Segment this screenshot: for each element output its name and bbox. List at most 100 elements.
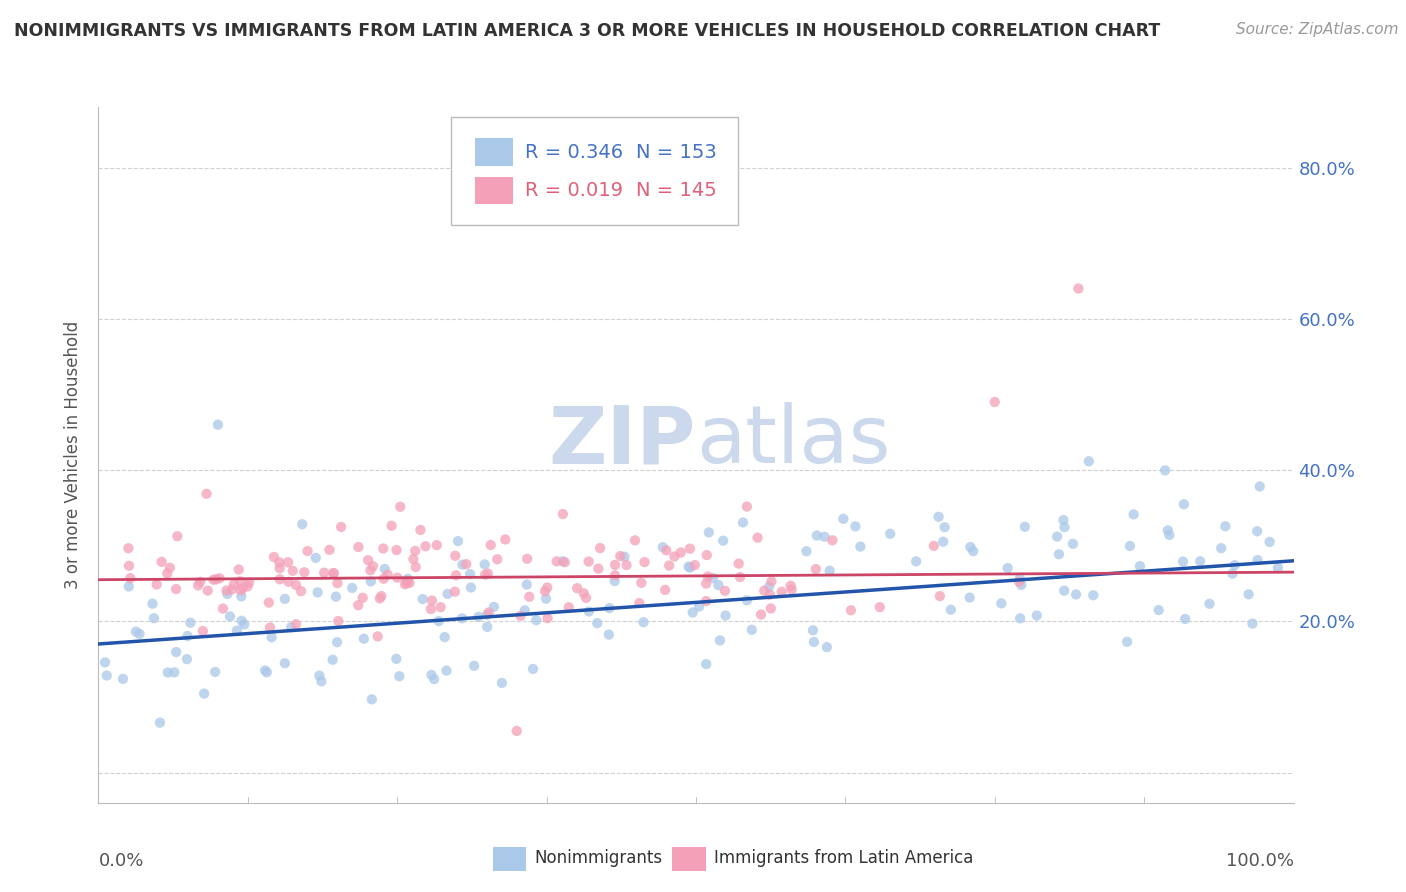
Point: [436, 587, 458, 601]
Point: [990, 596, 1012, 610]
Point: [934, 520, 956, 534]
Point: [603, 574, 626, 588]
Point: [269, 561, 291, 575]
Point: [813, 530, 835, 544]
Point: [1157, 524, 1180, 538]
Point: [997, 561, 1019, 575]
Point: [844, 519, 866, 533]
Point: [231, 590, 253, 604]
Text: NONIMMIGRANTS VS IMMIGRANTS FROM LATIN AMERICA 3 OR MORE VEHICLES IN HOUSEHOLD C: NONIMMIGRANTS VS IMMIGRANTS FROM LATIN A…: [14, 22, 1160, 40]
Point: [477, 566, 499, 581]
Point: [205, 573, 228, 587]
Point: [796, 544, 818, 558]
Point: [385, 543, 408, 558]
Point: [517, 590, 540, 604]
Point: [285, 617, 308, 632]
Point: [128, 627, 150, 641]
Point: [188, 574, 211, 589]
Point: [624, 533, 647, 548]
Point: [156, 566, 179, 581]
Point: [373, 541, 395, 556]
Point: [613, 549, 636, 564]
Point: [314, 566, 336, 580]
Point: [832, 512, 855, 526]
Point: [1062, 537, 1084, 551]
Point: [839, 603, 862, 617]
Point: [426, 538, 449, 552]
Point: [534, 584, 557, 599]
Point: [1014, 520, 1036, 534]
Point: [1053, 583, 1076, 598]
Point: [801, 624, 824, 638]
Point: [598, 601, 620, 615]
Point: [326, 576, 349, 591]
Point: [565, 581, 588, 595]
Point: [709, 633, 731, 648]
Point: [402, 552, 425, 566]
Point: [679, 560, 702, 574]
Point: [1222, 566, 1244, 581]
Point: [551, 507, 574, 521]
Point: [305, 550, 328, 565]
Point: [325, 590, 347, 604]
Point: [1171, 555, 1194, 569]
Point: [420, 593, 443, 607]
Point: [558, 600, 581, 615]
Point: [232, 581, 254, 595]
Point: [1067, 281, 1090, 295]
Point: [165, 582, 187, 596]
Point: [779, 579, 801, 593]
Point: [367, 629, 389, 643]
Point: [474, 558, 496, 572]
Point: [347, 540, 370, 554]
Point: [1008, 572, 1031, 586]
Point: [285, 578, 308, 592]
Point: [387, 571, 409, 585]
Point: [959, 591, 981, 605]
Point: [396, 572, 419, 586]
Point: [494, 533, 516, 547]
Point: [269, 555, 291, 569]
Point: [415, 539, 437, 553]
Point: [682, 606, 704, 620]
Point: [575, 591, 598, 605]
Point: [1241, 616, 1264, 631]
Point: [187, 578, 209, 592]
Point: [804, 562, 827, 576]
Point: [702, 571, 724, 585]
Point: [156, 665, 179, 680]
Point: [118, 580, 141, 594]
Point: [215, 583, 238, 598]
Point: [340, 581, 363, 595]
Point: [117, 541, 139, 556]
Point: [754, 583, 776, 598]
Point: [1246, 524, 1268, 539]
Point: [759, 601, 782, 615]
Point: [444, 568, 467, 582]
Point: [696, 569, 718, 583]
Point: [803, 635, 825, 649]
Point: [374, 562, 396, 576]
Point: [1129, 559, 1152, 574]
Point: [711, 533, 734, 548]
Point: [572, 586, 595, 600]
Point: [419, 602, 441, 616]
Point: [352, 591, 374, 605]
Point: [256, 665, 278, 680]
Point: [962, 544, 984, 558]
Point: [322, 566, 344, 581]
Point: [231, 614, 253, 628]
Point: [1010, 611, 1032, 625]
Point: [238, 575, 260, 590]
Point: [377, 567, 399, 582]
Point: [513, 603, 536, 617]
Point: [236, 579, 259, 593]
Point: [474, 567, 496, 582]
Text: N = 153: N = 153: [637, 143, 717, 161]
Bar: [475, 177, 513, 204]
Point: [291, 517, 314, 532]
Point: [679, 541, 702, 556]
Point: [359, 563, 381, 577]
Point: [322, 653, 344, 667]
Point: [395, 574, 418, 588]
